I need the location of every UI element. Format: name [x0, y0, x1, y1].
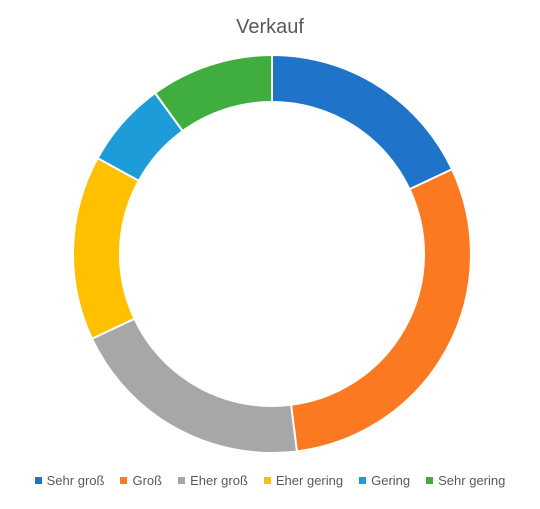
legend-item-eher-gross: Eher groß: [178, 473, 248, 488]
slice-sehr-gross: [271, 53, 454, 191]
slice-eher-gross: [90, 317, 299, 454]
legend-label: Eher groß: [190, 473, 248, 488]
legend-label: Gering: [371, 473, 411, 488]
legend-label: Sehr gering: [438, 473, 506, 488]
legend-label: Sehr groß: [46, 473, 105, 488]
legend-swatch: [34, 477, 42, 484]
legend-swatch: [263, 477, 271, 484]
legend-item-sehr-gering: Sehr gering: [426, 473, 505, 488]
legend-label: Eher gering: [275, 473, 344, 488]
legend-label: Groß: [132, 473, 163, 488]
legend: Sehr groß Groß Eher groß Eher gering Gering S…: [0, 473, 540, 488]
legend-item-gross: Groß: [120, 473, 162, 488]
slice-eher-gering: [72, 156, 141, 341]
legend-swatch: [359, 477, 367, 484]
legend-item-eher-gering: Eher gering: [263, 473, 344, 488]
slice-sehr-gering: [153, 53, 273, 133]
legend-item-sehr-gross: Sehr groß: [34, 473, 105, 488]
slice-gross: [289, 167, 472, 453]
chart-title: Verkauf: [236, 16, 304, 38]
legend-swatch: [426, 477, 434, 484]
legend-item-gering: Gering: [359, 473, 410, 488]
legend-swatch: [120, 477, 128, 484]
legend-swatch: [178, 477, 186, 484]
